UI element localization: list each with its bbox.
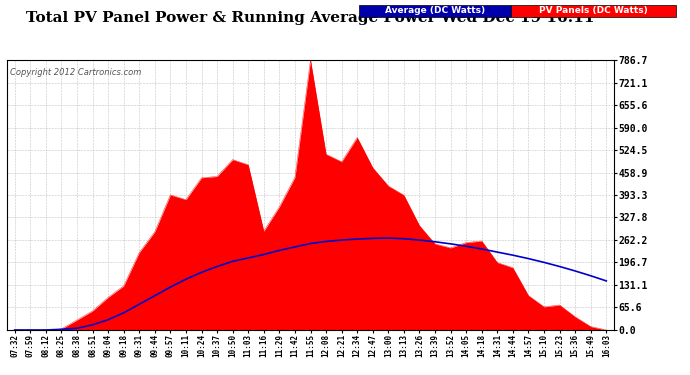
Text: Average (DC Watts): Average (DC Watts) — [384, 6, 485, 15]
Text: PV Panels (DC Watts): PV Panels (DC Watts) — [539, 6, 648, 15]
Text: Total PV Panel Power & Running Average Power Wed Dec 19 16:11: Total PV Panel Power & Running Average P… — [26, 11, 595, 25]
Text: Copyright 2012 Cartronics.com: Copyright 2012 Cartronics.com — [10, 68, 141, 77]
